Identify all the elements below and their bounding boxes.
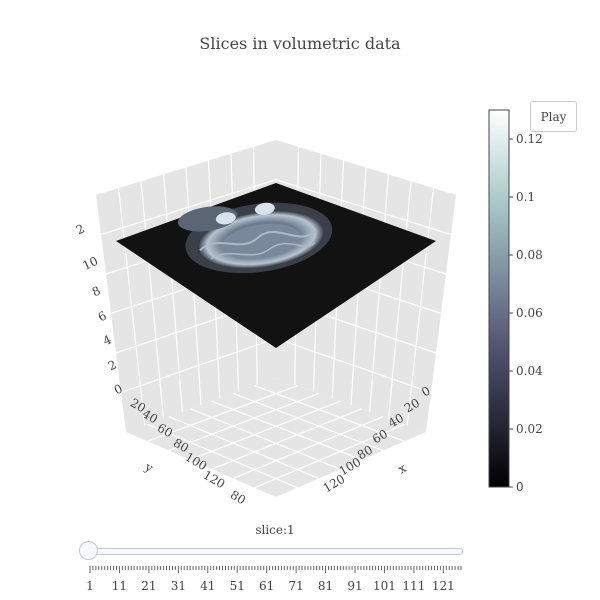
slider-track[interactable]: [89, 548, 463, 555]
grid-line: [190, 408, 341, 470]
brain-folds: [210, 241, 316, 260]
grid-line: [232, 416, 384, 479]
grid-line: [147, 385, 298, 442]
x-tick-label: 40: [386, 411, 406, 431]
brain-image: [177, 202, 333, 274]
brain-folds: [199, 229, 318, 251]
brain-front: [177, 206, 238, 232]
x-tick-label: 60: [370, 427, 390, 447]
slider-handle[interactable]: [79, 541, 98, 560]
z-tick-label: 8: [90, 283, 103, 299]
y-tick-label: 40: [140, 407, 160, 427]
colorbar: [488, 109, 510, 488]
y-axis-title: y: [142, 459, 156, 475]
colorbar-tick-label: 0.06: [516, 306, 543, 320]
x-axis-title: x: [396, 461, 409, 477]
colorbar-tick-label: 0.08: [516, 248, 543, 262]
grid-line: [168, 416, 320, 479]
z-tick-label: 6: [96, 308, 109, 324]
y-tick-label: 80: [171, 436, 191, 456]
grid-line: [190, 400, 341, 461]
z-tick-label: 2: [106, 357, 119, 373]
z-tick-label: 10: [80, 254, 100, 273]
grid-line: [254, 385, 405, 442]
y-tick-label: 20: [128, 396, 148, 416]
y-tick-label: 60: [155, 421, 175, 441]
colorbar-tick-label: 0.02: [516, 422, 543, 436]
grid-line: [168, 392, 320, 452]
grid-line: [254, 423, 405, 489]
grid-line: [120, 337, 277, 394]
slider-current-label: slice: 1: [255, 523, 295, 537]
z-tick-label: 4: [101, 332, 114, 348]
grid-line: [211, 400, 362, 461]
chart-title: Slices in volumetric data: [199, 34, 401, 53]
grid-line: [275, 179, 452, 236]
eye-left: [215, 212, 236, 225]
colorbar-tick-label: 0.1: [516, 190, 535, 204]
grid-line: [211, 408, 362, 470]
x-tick-label: 20: [402, 396, 422, 416]
colorbar-tick-label: 0.04: [516, 364, 543, 378]
grid-line: [100, 179, 277, 236]
z-tick-label: 2: [74, 221, 87, 237]
y-tick-label: 80: [228, 488, 248, 508]
play-button[interactable]: Play: [530, 101, 577, 132]
floor-pane: [126, 378, 426, 497]
colorbar-tick-label: 0: [516, 480, 524, 494]
grid-line: [232, 392, 384, 452]
grid-line: [275, 337, 432, 394]
colorbar-tick-label: 0.12: [516, 132, 543, 146]
grid-line: [147, 423, 298, 489]
x-tick-label: 80: [355, 443, 375, 463]
eye-right: [254, 202, 275, 215]
